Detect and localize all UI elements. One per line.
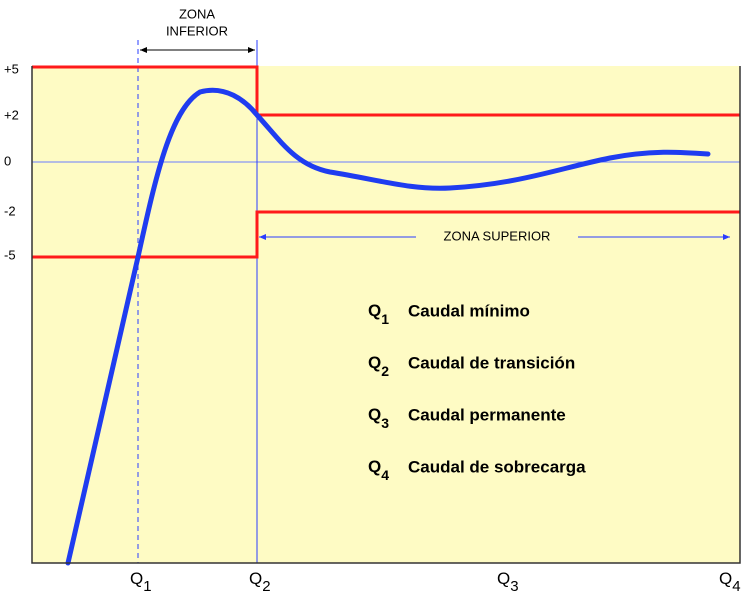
legend-symbol: Q4	[368, 457, 389, 482]
x-label: Q2	[249, 569, 271, 594]
subscript: 1	[381, 311, 389, 327]
legend-symbol: Q1	[368, 301, 389, 326]
x-label: Q3	[497, 569, 519, 594]
subscript: 3	[510, 578, 518, 595]
upper-limit	[32, 65, 740, 117]
symbol: Q	[368, 405, 381, 424]
subscript: 2	[262, 578, 270, 595]
lower-limit	[32, 210, 740, 259]
plot-area	[32, 66, 740, 563]
symbol: Q	[130, 569, 143, 588]
y-label: +5	[4, 61, 19, 76]
legend-symbol: Q3	[368, 405, 389, 430]
x-label: Q1	[130, 569, 152, 594]
error-curve	[65, 87, 711, 566]
legend-label: Caudal mínimo	[408, 301, 530, 320]
x-label: Q4	[719, 569, 741, 594]
legend-label: Caudal de sobrecarga	[408, 457, 586, 476]
zona-inferior-label: INFERIOR	[166, 23, 228, 38]
symbol: Q	[719, 569, 732, 588]
symbol: Q	[368, 353, 381, 372]
zona-superior-label: ZONA SUPERIOR	[444, 228, 551, 243]
subscript: 4	[381, 467, 389, 483]
symbol: Q	[368, 457, 381, 476]
subscript: 4	[732, 578, 740, 595]
y-label: 0	[4, 153, 11, 168]
symbol: Q	[249, 569, 262, 588]
legend-label: Caudal permanente	[408, 405, 566, 424]
y-labels: +5 +2 0 -2 -5	[4, 61, 19, 262]
subscript: 1	[143, 578, 151, 595]
y-label: -2	[4, 203, 16, 218]
symbol: Q	[497, 569, 510, 588]
x-labels: Q1 Q2 Q3 Q4	[130, 569, 741, 594]
y-label: -5	[4, 247, 16, 262]
subscript: 3	[381, 415, 389, 431]
subscript: 2	[381, 363, 389, 379]
zona-inferior-label: ZONA	[179, 6, 215, 21]
legend-symbol: Q2	[368, 353, 389, 378]
frame	[31, 66, 741, 564]
y-label: +2	[4, 107, 19, 122]
symbol: Q	[368, 301, 381, 320]
legend-label: Caudal de transición	[408, 353, 575, 372]
